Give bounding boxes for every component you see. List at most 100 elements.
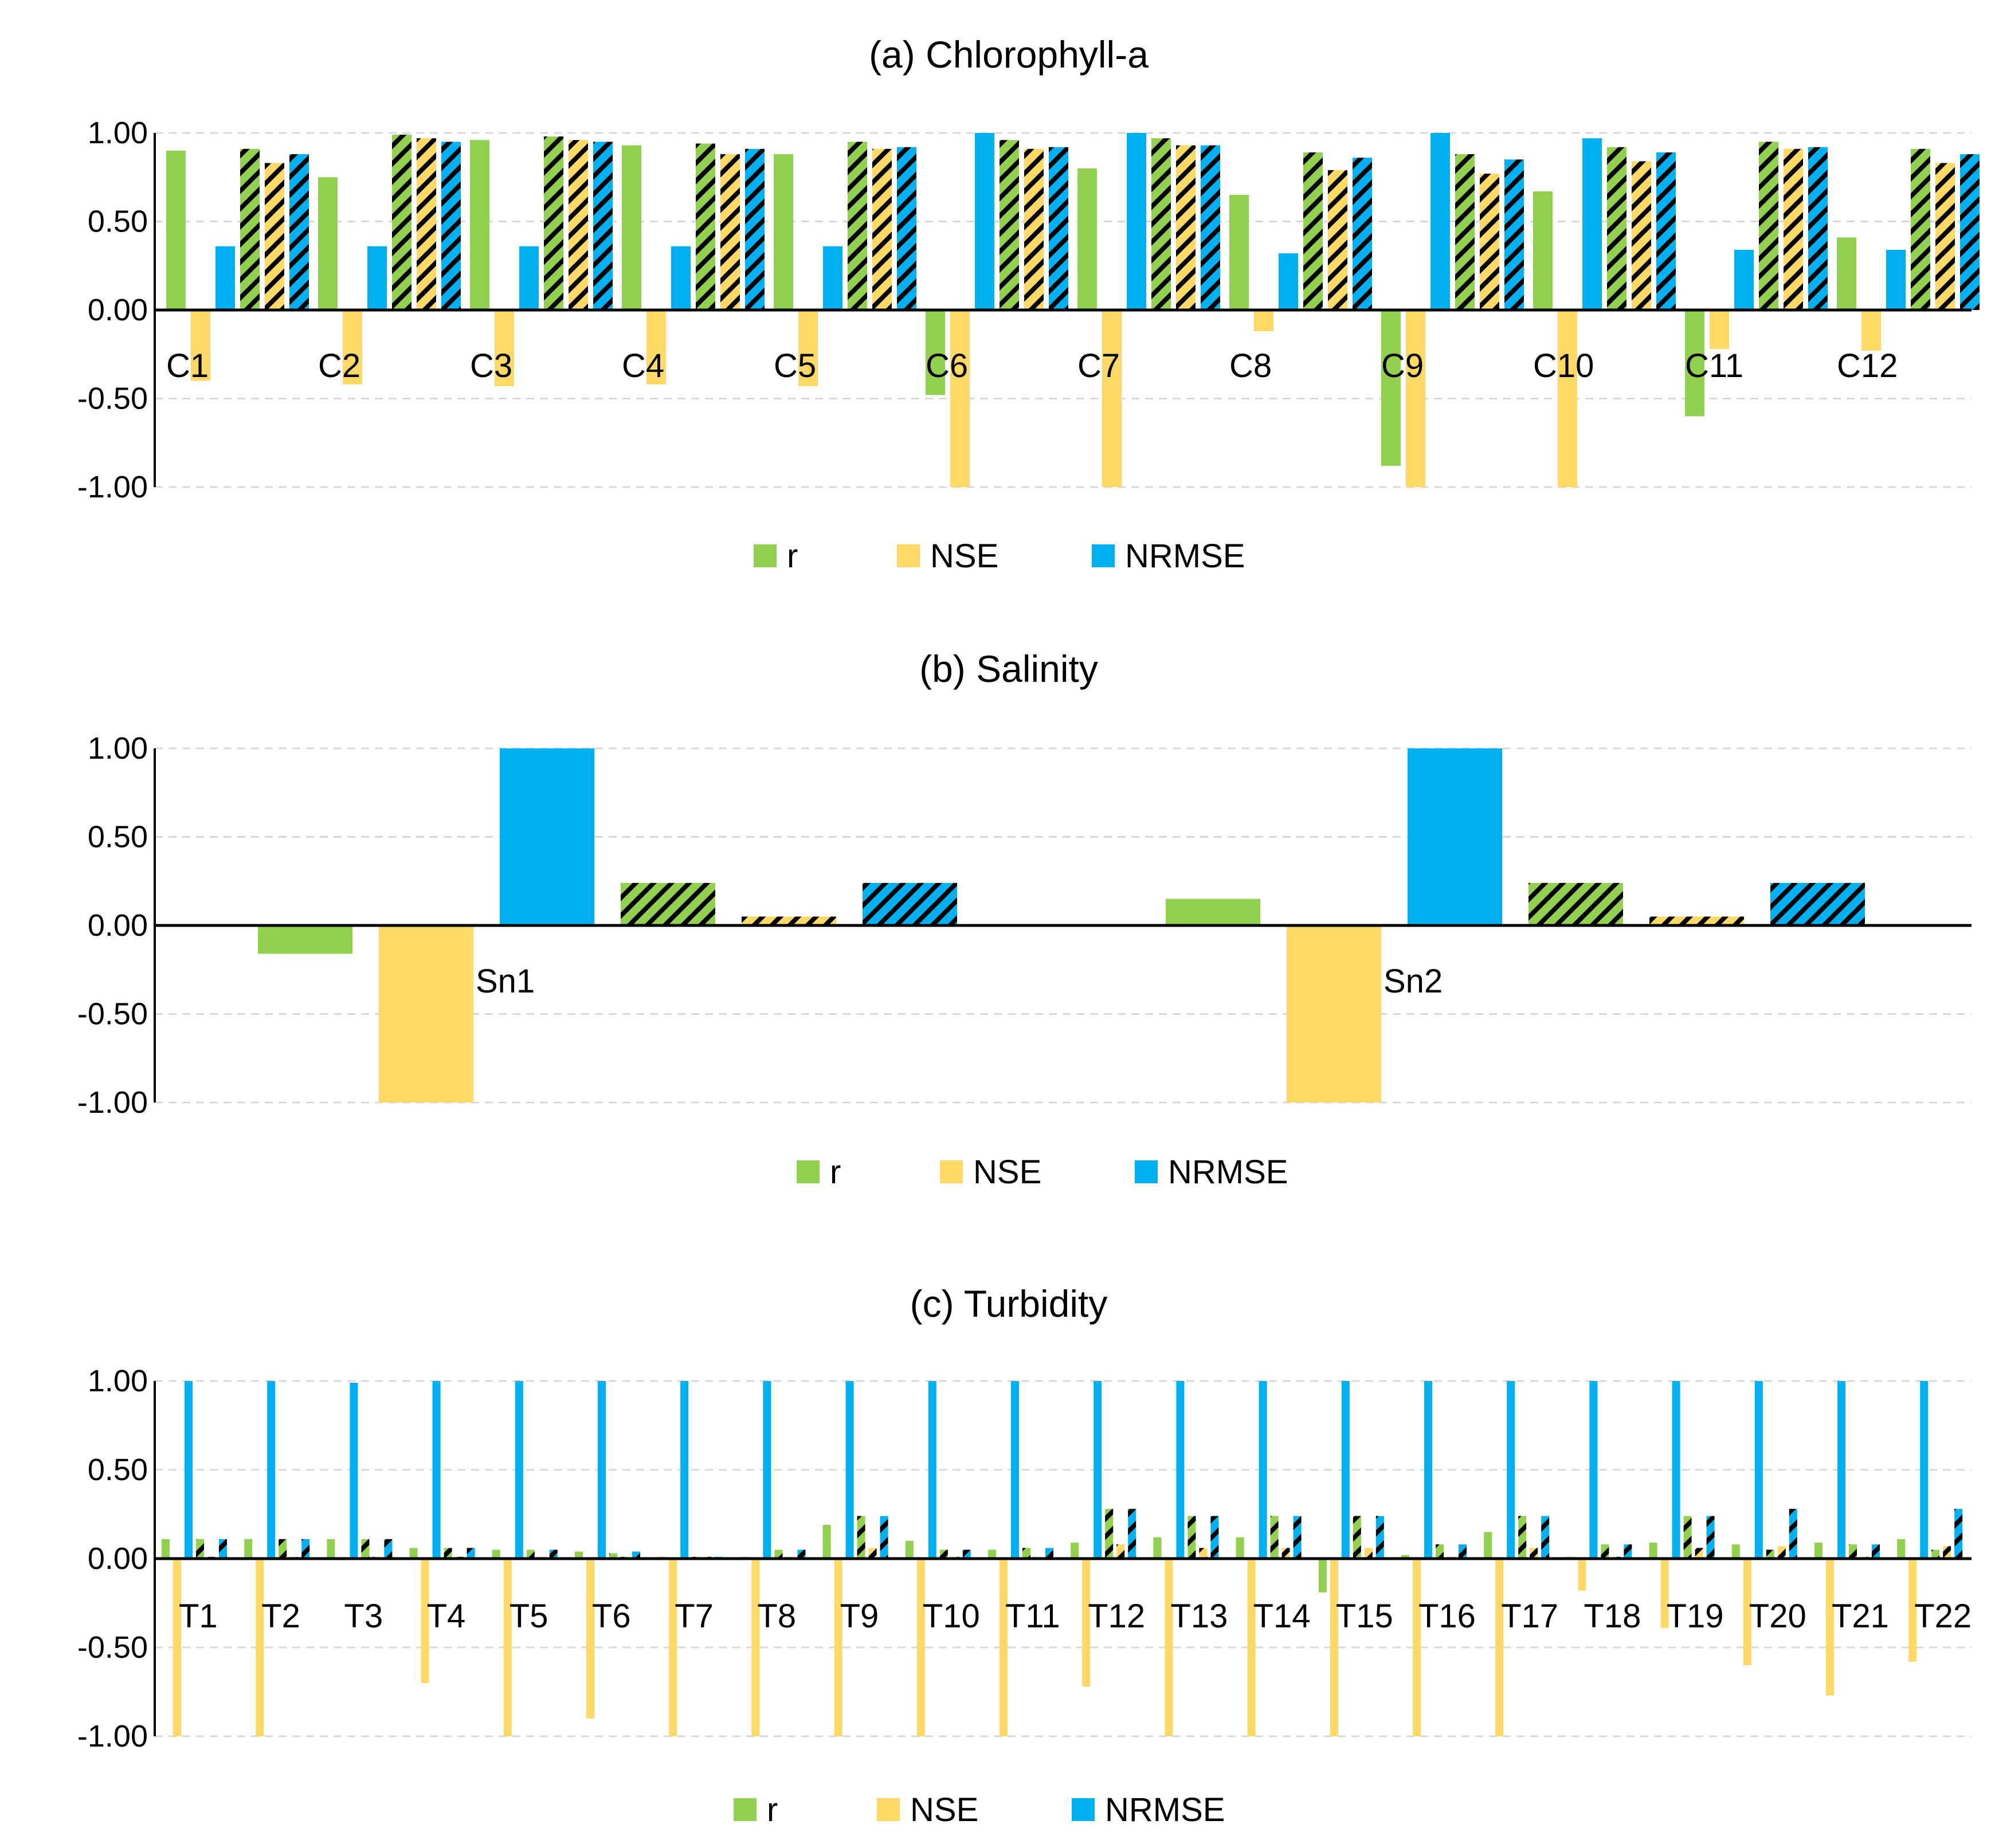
bar-NRMSE-hatched-C10 xyxy=(1656,152,1676,310)
bar-r-solid-Sn2 xyxy=(1166,899,1260,925)
bar-NRMSE-solid-T20 xyxy=(1754,1381,1763,1559)
legend-swatch-NRMSE xyxy=(1072,1798,1095,1821)
bar-NSE-hatched-C5 xyxy=(872,148,892,310)
bar-r-solid-T11 xyxy=(988,1549,996,1559)
bar-NSE-solid-T22 xyxy=(1908,1559,1917,1662)
bar-r-hatched-T19 xyxy=(1683,1516,1692,1559)
bar-NRMSE-solid-T9 xyxy=(845,1381,854,1559)
bar-r-solid-C1 xyxy=(166,150,186,310)
bar-NRMSE-hatched-T12 xyxy=(1128,1509,1136,1559)
bar-NRMSE-solid-T1 xyxy=(185,1381,193,1559)
bar-NRMSE-solid-Sn2 xyxy=(1408,748,1502,925)
bar-NRMSE-solid-T15 xyxy=(1341,1381,1350,1559)
bar-r-hatched-C4 xyxy=(696,143,715,311)
bar-r-hatched-C1 xyxy=(240,148,260,310)
bar-NSE-solid-C10 xyxy=(1558,310,1577,487)
bar-NSE-hatched-T15 xyxy=(1364,1548,1373,1559)
bar-NSE-solid-Sn1 xyxy=(379,925,473,1102)
bar-r-hatched-Sn2 xyxy=(1528,882,1623,925)
bar-NSE-hatched-C8 xyxy=(1328,170,1347,310)
bar-NSE-solid-T8 xyxy=(751,1559,760,1736)
bar-r-hatched-T16 xyxy=(1436,1544,1444,1559)
bar-NRMSE-hatched-T15 xyxy=(1375,1516,1384,1559)
bar-r-hatched-T17 xyxy=(1518,1516,1527,1559)
bar-r-solid-T10 xyxy=(905,1541,914,1559)
bar-NRMSE-hatched-C5 xyxy=(897,147,916,310)
bar-r-hatched-T4 xyxy=(444,1548,452,1559)
bar-r-hatched-T10 xyxy=(939,1549,948,1559)
bar-r-solid-C5 xyxy=(774,154,793,310)
category-label: T13 xyxy=(1170,1598,1228,1635)
y-tick-label: 0.00 xyxy=(88,293,148,327)
bar-NSE-hatched-C9 xyxy=(1480,174,1499,310)
bar-NRMSE-hatched-T16 xyxy=(1459,1544,1467,1559)
bar-r-hatched-Sn1 xyxy=(621,882,715,925)
bar-r-solid-T20 xyxy=(1731,1544,1740,1559)
bar-r-solid-C3 xyxy=(470,140,489,311)
bar-NSE-hatched-T12 xyxy=(1116,1544,1125,1559)
category-label: C1 xyxy=(166,347,209,384)
bar-r-hatched-T12 xyxy=(1105,1509,1114,1559)
category-label: C4 xyxy=(622,347,664,384)
bar-NRMSE-hatched-T9 xyxy=(880,1516,888,1559)
bar-r-hatched-T8 xyxy=(774,1549,783,1559)
bar-NSE-solid-T1 xyxy=(173,1559,181,1736)
bar-NSE-hatched-C11 xyxy=(1784,148,1803,310)
category-label: T6 xyxy=(592,1598,631,1635)
bar-NRMSE-hatched-T10 xyxy=(962,1549,971,1559)
bar-NSE-hatched-C7 xyxy=(1176,145,1196,310)
bar-NSE-solid-T10 xyxy=(916,1559,925,1736)
category-label: C12 xyxy=(1837,347,1898,384)
bar-NRMSE-hatched-C3 xyxy=(593,142,613,310)
bar-NSE-hatched-T22 xyxy=(1943,1546,1951,1559)
bar-NRMSE-hatched-T8 xyxy=(797,1549,806,1559)
bar-r-hatched-C12 xyxy=(1911,148,1930,310)
bar-NSE-solid-T5 xyxy=(503,1559,512,1736)
bar-NSE-hatched-T17 xyxy=(1530,1548,1538,1559)
bar-r-solid-T22 xyxy=(1897,1539,1906,1559)
bar-NRMSE-solid-T7 xyxy=(680,1381,689,1559)
bar-NSE-hatched-C10 xyxy=(1632,161,1651,310)
bar-NSE-solid-C4 xyxy=(646,310,666,384)
bar-NSE-solid-C12 xyxy=(1861,310,1881,351)
bar-r-hatched-T18 xyxy=(1601,1544,1609,1559)
legend-swatch-r xyxy=(754,544,777,567)
bar-r-solid-C12 xyxy=(1837,237,1856,310)
bar-NRMSE-hatched-C7 xyxy=(1201,145,1220,310)
bar-NSE-solid-C1 xyxy=(191,310,210,381)
bar-NSE-hatched-C12 xyxy=(1935,163,1955,310)
bar-NSE-hatched-Sn1 xyxy=(742,916,836,925)
y-tick-label: -1.00 xyxy=(77,1719,148,1753)
bar-r-hatched-C2 xyxy=(392,135,411,310)
bar-NSE-solid-C7 xyxy=(1102,310,1122,487)
bar-NSE-solid-T4 xyxy=(421,1559,429,1683)
category-label: T2 xyxy=(261,1598,300,1635)
y-tick-label: -1.00 xyxy=(77,1085,148,1120)
bar-NSE-solid-T12 xyxy=(1082,1559,1091,1687)
bar-r-solid-C8 xyxy=(1229,195,1249,310)
bar-r-hatched-T11 xyxy=(1022,1548,1030,1559)
legend-label-NRMSE: NRMSE xyxy=(1105,1791,1225,1829)
bar-r-solid-C10 xyxy=(1533,191,1553,310)
bar-r-hatched-T22 xyxy=(1931,1549,1940,1559)
bar-r-solid-T16 xyxy=(1401,1555,1409,1559)
bar-NSE-hatched-C4 xyxy=(720,154,740,310)
category-label: Sn2 xyxy=(1383,963,1443,1000)
bar-r-solid-T1 xyxy=(162,1539,170,1559)
category-label: T11 xyxy=(1005,1598,1060,1635)
bar-r-hatched-T1 xyxy=(196,1539,204,1559)
category-label: C9 xyxy=(1381,347,1424,384)
bar-NSE-hatched-T9 xyxy=(868,1548,877,1559)
bar-r-hatched-T9 xyxy=(857,1516,865,1559)
bar-r-hatched-T14 xyxy=(1270,1516,1279,1559)
category-label: C10 xyxy=(1533,347,1594,384)
bar-r-hatched-C10 xyxy=(1607,147,1626,310)
bar-r-hatched-C5 xyxy=(848,142,867,310)
category-label: T10 xyxy=(923,1598,980,1635)
bar-NRMSE-solid-Sn1 xyxy=(500,748,594,925)
chart-title: (b) Salinity xyxy=(919,648,1098,690)
bar-NSE-hatched-T13 xyxy=(1199,1548,1208,1559)
bar-NSE-solid-T14 xyxy=(1247,1559,1256,1736)
bar-r-hatched-C8 xyxy=(1303,152,1323,310)
bar-NRMSE-solid-T6 xyxy=(598,1381,606,1559)
